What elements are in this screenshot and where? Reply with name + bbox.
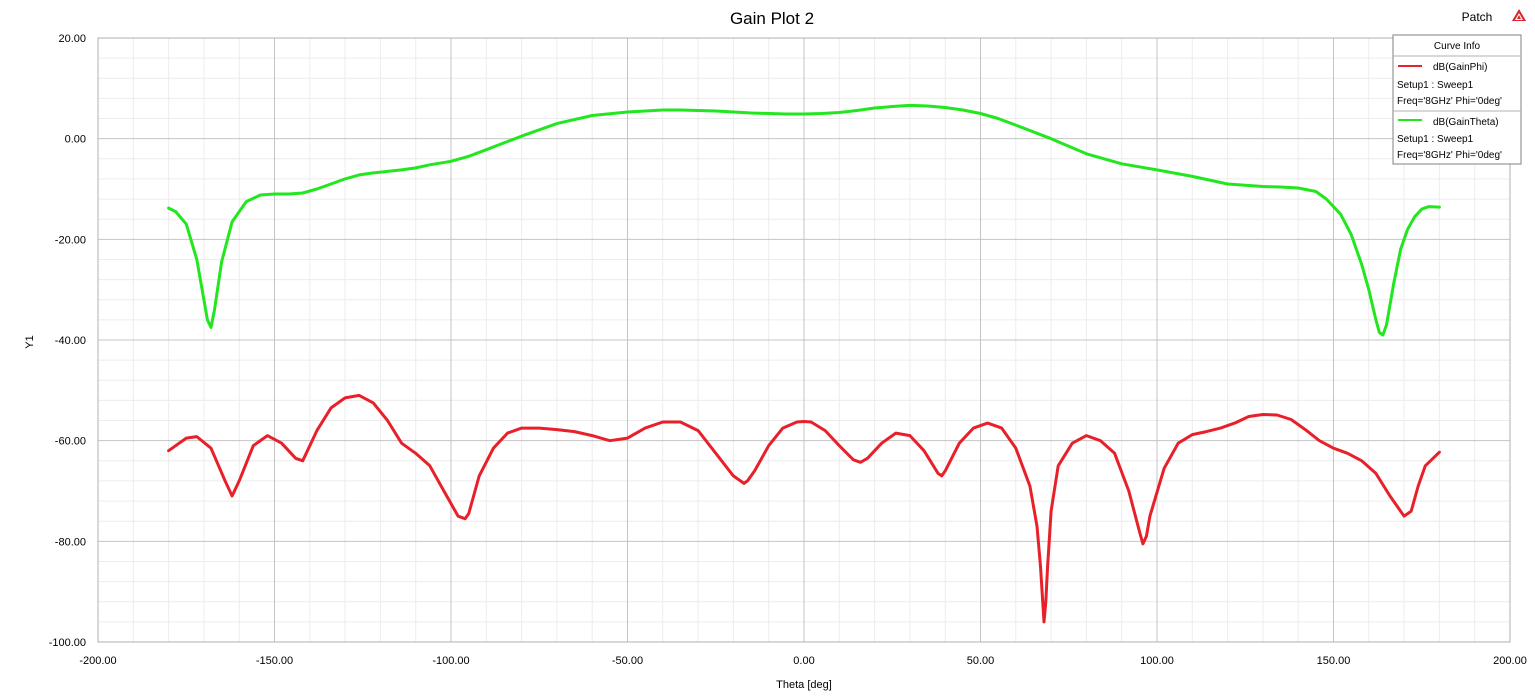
x-tick-label: -50.00 [612,655,643,667]
legend-title: Curve Info [1434,41,1481,52]
legend-freq-gainphi: Freq='8GHz' Phi='0deg' [1397,96,1502,107]
x-axis-label: Theta [deg] [776,679,832,691]
ansys-logo-icon [1512,9,1526,21]
project-name: Patch [1462,10,1493,24]
x-tick-label: 0.00 [793,655,814,667]
x-tick-label: 150.00 [1317,655,1351,667]
series-lines [167,103,1441,624]
y-axis-label: Y1 [24,335,36,348]
legend[interactable]: Curve Info dB(GainPhi) Setup1 : Sweep1 F… [1392,34,1522,165]
series-line-db-gaintheta-[interactable] [167,103,1441,337]
y-tick-label: -20.00 [55,234,86,246]
y-tick-label: 20.00 [58,33,86,45]
x-tick-label: 50.00 [967,655,995,667]
legend-setup-gainphi: Setup1 : Sweep1 [1397,80,1474,91]
legend-freq-gaintheta: Freq='8GHz' Phi='0deg' [1397,150,1502,161]
legend-entry-gaintheta: dB(GainTheta) [1433,117,1499,128]
plot-area-border [97,37,1511,643]
legend-setup-gaintheta: Setup1 : Sweep1 [1397,134,1474,145]
legend-entry-gainphi: dB(GainPhi) [1433,62,1487,73]
y-tick-label: -60.00 [55,436,86,448]
grid [97,37,1511,643]
y-tick-label: -40.00 [55,335,86,347]
series-line-db-gainphi-[interactable] [167,393,1441,624]
y-tick-label: -100.00 [49,637,86,649]
x-tick-label: -200.00 [79,655,116,667]
x-tick-label: -150.00 [256,655,293,667]
tick-labels: -200.00 -150.00 -100.00 -50.00 0.00 50.00 100.… [49,33,1527,667]
x-tick-label: 100.00 [1140,655,1174,667]
chart-title: Gain Plot 2 [730,9,814,28]
x-tick-label: 200.00 [1493,655,1527,667]
y-tick-label: -80.00 [55,536,86,548]
x-tick-label: -100.00 [432,655,469,667]
y-tick-label: 0.00 [65,134,86,146]
